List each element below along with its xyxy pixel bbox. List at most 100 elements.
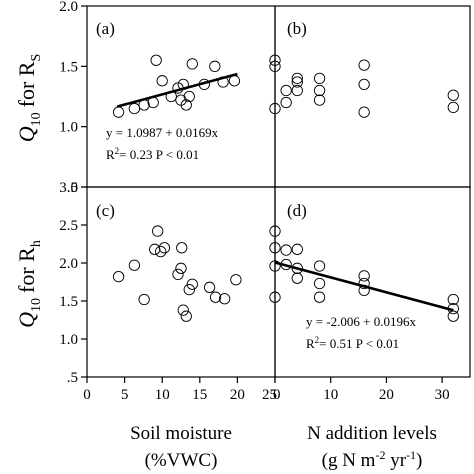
panel-c-data-point xyxy=(175,262,187,274)
panel-c-label: (c) xyxy=(96,201,115,220)
panel-b-data-point xyxy=(313,84,326,97)
panel-d-data-point xyxy=(358,277,370,290)
panel-c-data-point xyxy=(176,242,188,254)
panel-c-data-point xyxy=(183,283,195,296)
panel-b-data-point xyxy=(358,78,370,91)
panel-c-frame xyxy=(86,186,276,378)
panel-d-data-point xyxy=(313,260,326,272)
panel-b-label: (b) xyxy=(287,19,307,38)
panel-a-data-point xyxy=(198,78,210,91)
panel-a-y-tick-label: .5 xyxy=(67,180,78,196)
panel-d-regression-line xyxy=(274,261,454,312)
panel-b-data-point xyxy=(447,101,459,114)
panel-d-data-point xyxy=(291,243,303,255)
panel-c-data-point xyxy=(138,293,150,306)
panel-d-data-point xyxy=(447,310,459,322)
panel-b-data-point xyxy=(291,76,303,88)
panel-d-data-point xyxy=(447,293,459,306)
panel-c-data-point xyxy=(172,268,184,281)
panel-a-data-point xyxy=(165,90,177,103)
panel-c-data-point xyxy=(230,274,242,286)
panel-d-data-point xyxy=(313,291,326,303)
panel-c-data-point xyxy=(158,242,171,254)
panel-b-data-point xyxy=(313,72,326,85)
panel-a-regression-line xyxy=(116,72,238,108)
panel-d-data-point xyxy=(269,291,281,303)
panel-c-x-tick-label: 20 xyxy=(230,387,245,403)
panel-c-data-point xyxy=(149,243,161,255)
panel-d-data-point xyxy=(280,244,292,256)
panel-b-data-point xyxy=(358,106,370,118)
panel-c-y-tick-label: 1.5 xyxy=(59,294,78,310)
x-axis-title-right-line2: (g N m-2 yr-1) xyxy=(322,448,423,471)
panel-c-x-tick-label: 0 xyxy=(83,387,91,403)
panel-c-y-tick-label: 3.0 xyxy=(59,180,78,196)
panel-c-y-tick-label: 1.0 xyxy=(59,332,78,348)
panel-d-data-point xyxy=(269,225,281,237)
panel-d-stats: R2= 0.51 P < 0.01 xyxy=(306,335,399,351)
panel-d-x-tick-label: 0 xyxy=(273,387,281,403)
panel-c-y-tick-label: 2.0 xyxy=(59,256,78,272)
y-axis-title-top: Q10for RS xyxy=(14,54,44,143)
panel-a-data-point xyxy=(186,58,198,70)
panel-c-data-point xyxy=(155,245,167,258)
panel-a-data-point xyxy=(177,78,189,91)
panel-a-data-point xyxy=(180,99,192,111)
panel-d-data-point xyxy=(291,262,303,274)
panel-a-data-point xyxy=(217,76,229,88)
panel-a-data-point xyxy=(150,54,162,66)
panel-b-data-point xyxy=(280,84,292,97)
panel-d-equation: y = -2.006 + 0.0196x xyxy=(306,314,416,329)
panel-b-data-point xyxy=(358,59,370,71)
panel-a-data-point xyxy=(228,75,241,87)
panel-d-data-point xyxy=(313,277,326,290)
panel-d-x-tick-label: 30 xyxy=(435,387,450,403)
panel-b-data-point xyxy=(291,72,303,85)
panel-d-data-point xyxy=(291,272,303,284)
panel-b-data-point xyxy=(291,84,303,97)
panel-c-y-tick-label: .5 xyxy=(67,370,78,386)
panel-d-x-tick-label: 20 xyxy=(379,387,394,403)
panel-a-data-point xyxy=(128,102,141,115)
panel-b-data-point xyxy=(280,96,292,109)
panel-c-data-point xyxy=(180,310,192,322)
panel-a-data-point xyxy=(147,96,159,109)
panel-c-data-point xyxy=(177,304,189,316)
panel-d-label: (d) xyxy=(287,201,307,220)
x-axis-title-left-line1: Soil moisture xyxy=(130,423,232,444)
x-axis-title-left-line2: (%VWC) xyxy=(145,450,218,471)
panel-d-x-tick-label: 10 xyxy=(323,387,338,403)
panel-d-data-point xyxy=(269,260,281,272)
panel-a-data-point xyxy=(183,90,195,103)
panel-c-data-point xyxy=(186,278,198,290)
panel-a-label: (a) xyxy=(96,19,115,38)
panel-c-data-point xyxy=(218,293,231,305)
panel-d-data-point xyxy=(358,270,370,282)
panel-c-data-point xyxy=(209,291,222,303)
panel-a-y-tick-label: 1.0 xyxy=(59,120,78,136)
panel-c-x-tick-label: 5 xyxy=(121,387,129,403)
panel-c-data-point xyxy=(112,271,125,283)
panel-b-data-point xyxy=(447,89,459,101)
panel-c-data-point xyxy=(152,225,164,237)
y-axis-title-bottom: Q10for Rh xyxy=(14,240,44,328)
panel-c-y-tick-label: 2.5 xyxy=(59,218,78,234)
panel-a-stats: R2= 0.23 P < 0.01 xyxy=(106,146,199,162)
panel-a-data-point xyxy=(138,99,150,111)
panel-b-data-point xyxy=(269,54,281,66)
panel-c-x-tick-label: 25 xyxy=(262,387,277,403)
panel-a-data-point xyxy=(156,75,168,87)
panel-d-data-point xyxy=(269,242,281,254)
panel-d-data-point xyxy=(447,302,459,315)
panel-a-data-point xyxy=(209,60,221,72)
x-axis-title-right-line1: N addition levels xyxy=(307,423,437,444)
panel-d-data-point xyxy=(280,258,292,271)
panel-a-data-point xyxy=(112,106,125,118)
panel-c-data-point xyxy=(128,259,141,271)
panel-d-data-point xyxy=(358,284,370,297)
panel-b-data-point xyxy=(313,94,326,106)
panel-c-x-tick-label: 15 xyxy=(192,387,207,403)
panel-c-x-tick-label: 10 xyxy=(155,387,170,403)
panel-a-y-tick-label: 1.5 xyxy=(59,59,78,75)
